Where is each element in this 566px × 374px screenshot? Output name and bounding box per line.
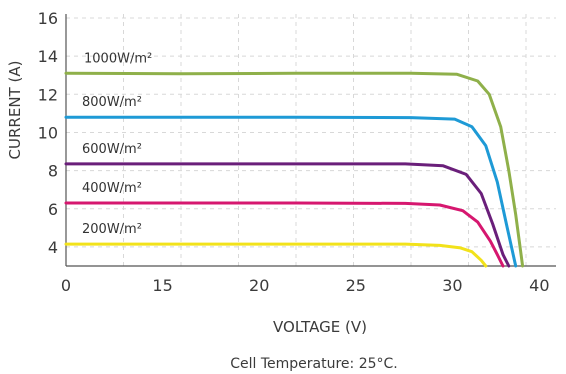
- y-tick-label: 4: [48, 238, 58, 257]
- chart-caption: Cell Temperature: 25°C.: [230, 356, 398, 372]
- x-tick-label: 20: [249, 276, 269, 295]
- series-label: 800W/m²: [82, 95, 142, 110]
- series-lines: [64, 71, 525, 268]
- series-labels: 1000W/m² 800W/m² 600W/m² 400W/m² 200W/m²: [82, 51, 152, 237]
- series-line: [64, 115, 518, 268]
- y-tick-label: 16: [38, 9, 58, 28]
- y-tick-label: 10: [38, 123, 58, 142]
- series-label: 400W/m²: [82, 181, 142, 196]
- x-axis-title: VOLTAGE (V): [273, 318, 367, 336]
- series-line: [64, 71, 525, 268]
- series-label: 200W/m²: [82, 222, 142, 237]
- x-tick-label: 30: [442, 276, 462, 295]
- series-label: 1000W/m²: [84, 51, 152, 66]
- axes: 4 6 8 10 12 14 16 0 15 20 25 30 40: [38, 9, 556, 295]
- x-tick-label: 40: [529, 276, 549, 295]
- grid: [66, 14, 556, 266]
- x-tick-label: 25: [346, 276, 366, 295]
- y-tick-label: 8: [48, 162, 58, 181]
- y-axis-title: CURRENT (A): [6, 61, 24, 160]
- y-tick-label: 12: [38, 85, 58, 104]
- x-tick-label: 15: [152, 276, 172, 295]
- x-tick-label: 0: [61, 276, 71, 295]
- series-line: [64, 242, 488, 268]
- y-tick-label: 14: [38, 47, 58, 66]
- series-label: 600W/m²: [82, 142, 142, 157]
- series-line: [64, 162, 511, 268]
- y-tick-label: 6: [48, 200, 58, 219]
- series-line: [64, 201, 505, 268]
